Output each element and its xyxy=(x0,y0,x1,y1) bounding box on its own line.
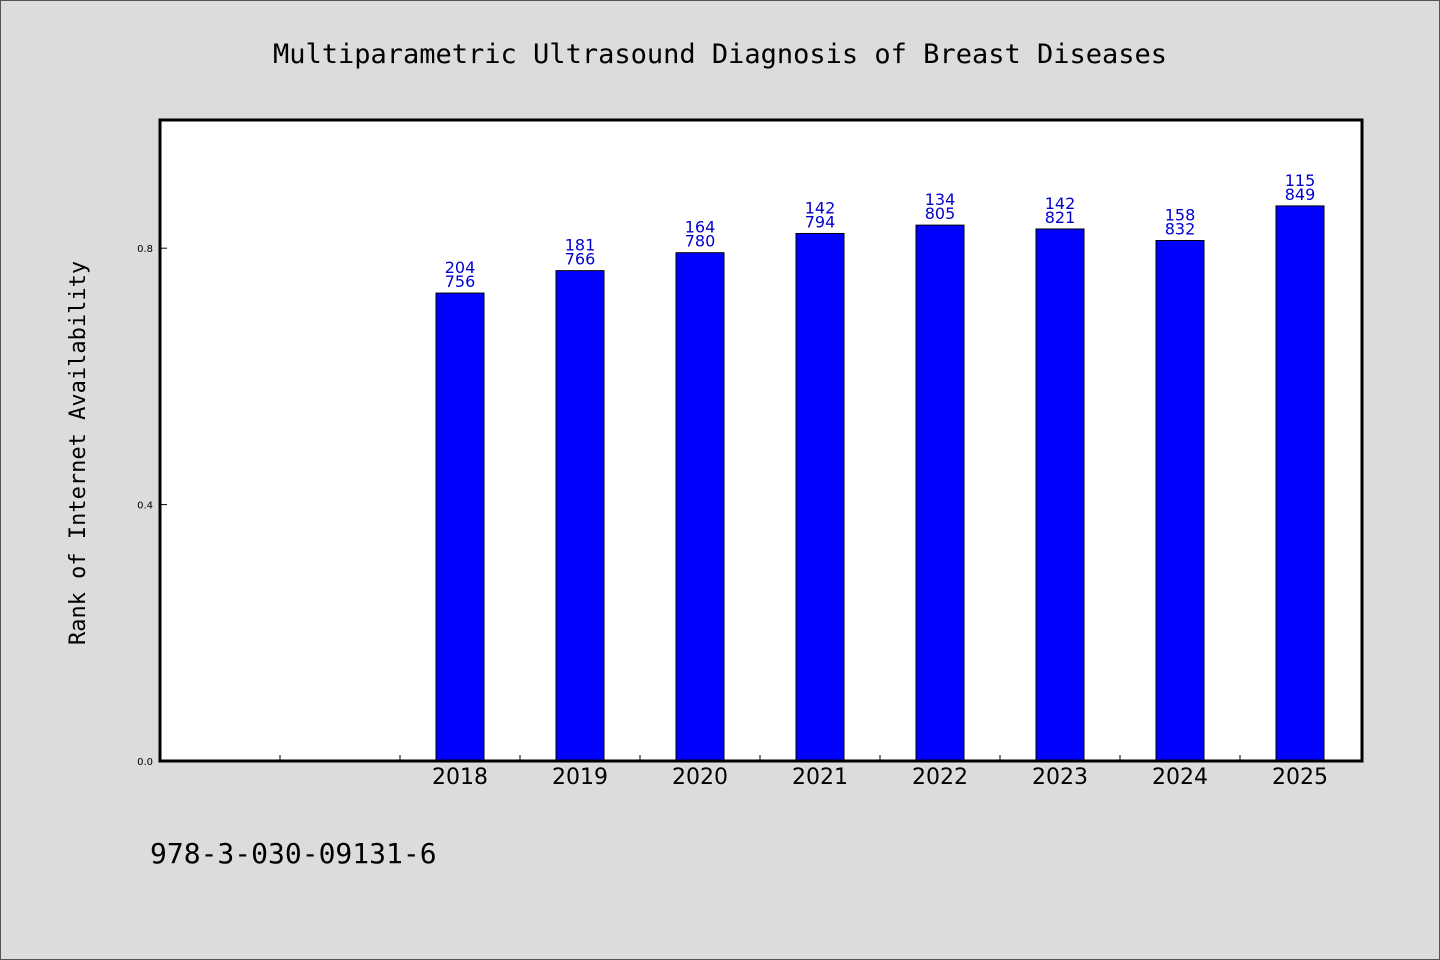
data-label-top: 115 xyxy=(1285,171,1316,190)
isbn-text: 978-3-030-09131-6 xyxy=(150,837,437,870)
bar-2025 xyxy=(1275,205,1325,762)
bar-2018 xyxy=(435,292,485,762)
bar-2023 xyxy=(1035,228,1085,762)
plot-frame xyxy=(158,118,1364,763)
y-axis-label: Rank of Internet Availability xyxy=(66,261,91,645)
data-label-top: 164 xyxy=(685,218,716,237)
data-label-top: 204 xyxy=(445,258,476,277)
data-label-bottom: 756 xyxy=(445,272,476,291)
data-label-bottom: 794 xyxy=(805,212,836,231)
bar-2024 xyxy=(1155,240,1205,762)
data-label-top: 142 xyxy=(805,198,836,217)
chart-title: Multiparametric Ultrasound Diagnosis of … xyxy=(273,39,1167,70)
data-label-bottom: 805 xyxy=(925,204,956,223)
y-tick-label: 0.8 xyxy=(137,244,153,255)
data-label-bottom: 780 xyxy=(685,232,716,251)
x-tick-label: 2024 xyxy=(1152,765,1208,790)
x-axis-ticks: 2018 2019 2020 2021 2022 2023 2024 2025 xyxy=(279,755,1328,790)
data-label-bottom: 766 xyxy=(565,250,596,269)
bar-2019 xyxy=(555,270,605,762)
data-label-top: 134 xyxy=(925,190,956,209)
x-tick-label: 2021 xyxy=(792,765,848,790)
data-label-bottom: 849 xyxy=(1285,185,1316,204)
bars-group xyxy=(435,205,1325,762)
y-tick-label: 0.0 xyxy=(137,757,153,768)
x-tick-label: 2023 xyxy=(1032,765,1088,790)
y-tick-label: 0.4 xyxy=(137,501,153,512)
x-tick-label: 2020 xyxy=(672,765,728,790)
data-label-top: 181 xyxy=(565,236,596,255)
bar-2020 xyxy=(675,252,725,762)
x-tick-label: 2025 xyxy=(1272,765,1328,790)
data-label-top: 142 xyxy=(1045,194,1076,213)
bar-2021 xyxy=(795,232,845,762)
data-label-bottom: 832 xyxy=(1165,220,1196,239)
data-label-bottom: 821 xyxy=(1045,208,1076,227)
x-tick-label: 2018 xyxy=(432,765,488,790)
x-tick-label: 2019 xyxy=(552,765,608,790)
data-label-top: 158 xyxy=(1165,206,1196,225)
x-tick-label: 2022 xyxy=(912,765,968,790)
bar-2022 xyxy=(915,224,965,762)
